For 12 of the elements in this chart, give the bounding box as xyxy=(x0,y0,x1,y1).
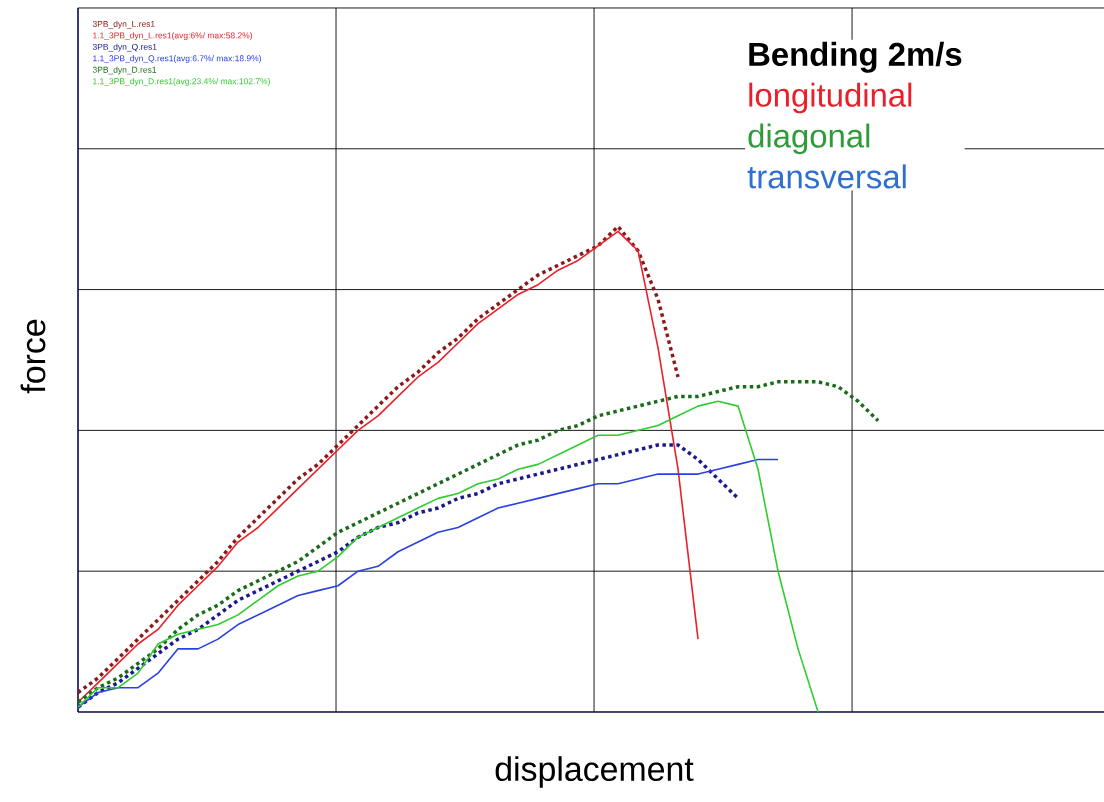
text: transversal xyxy=(747,164,906,189)
text: 3PB_dyn_L.res1 xyxy=(92,20,155,29)
chart-title: Bending 2m/s xyxy=(749,41,962,73)
text: diagonal xyxy=(748,123,870,155)
text: 3PB_dyn_D.res1 xyxy=(92,66,157,75)
text: 1.1_3PB_dyn_Q.res1(avg:6.7%/ max:18.9%) xyxy=(93,55,261,63)
x-axis-title: displacement xyxy=(495,756,694,788)
y-axis-title: force xyxy=(20,319,46,394)
text: 1.1_3PB_dyn_L.res1(avg:6%/ max:58.2%) xyxy=(93,32,253,41)
text: 1.1_3PB_dyn_D.res1(avg:23.4%/ max:102.7%) xyxy=(93,78,270,86)
text: longitudinal xyxy=(749,82,912,114)
text: 3PB_dyn_Q.res1 xyxy=(92,43,157,52)
